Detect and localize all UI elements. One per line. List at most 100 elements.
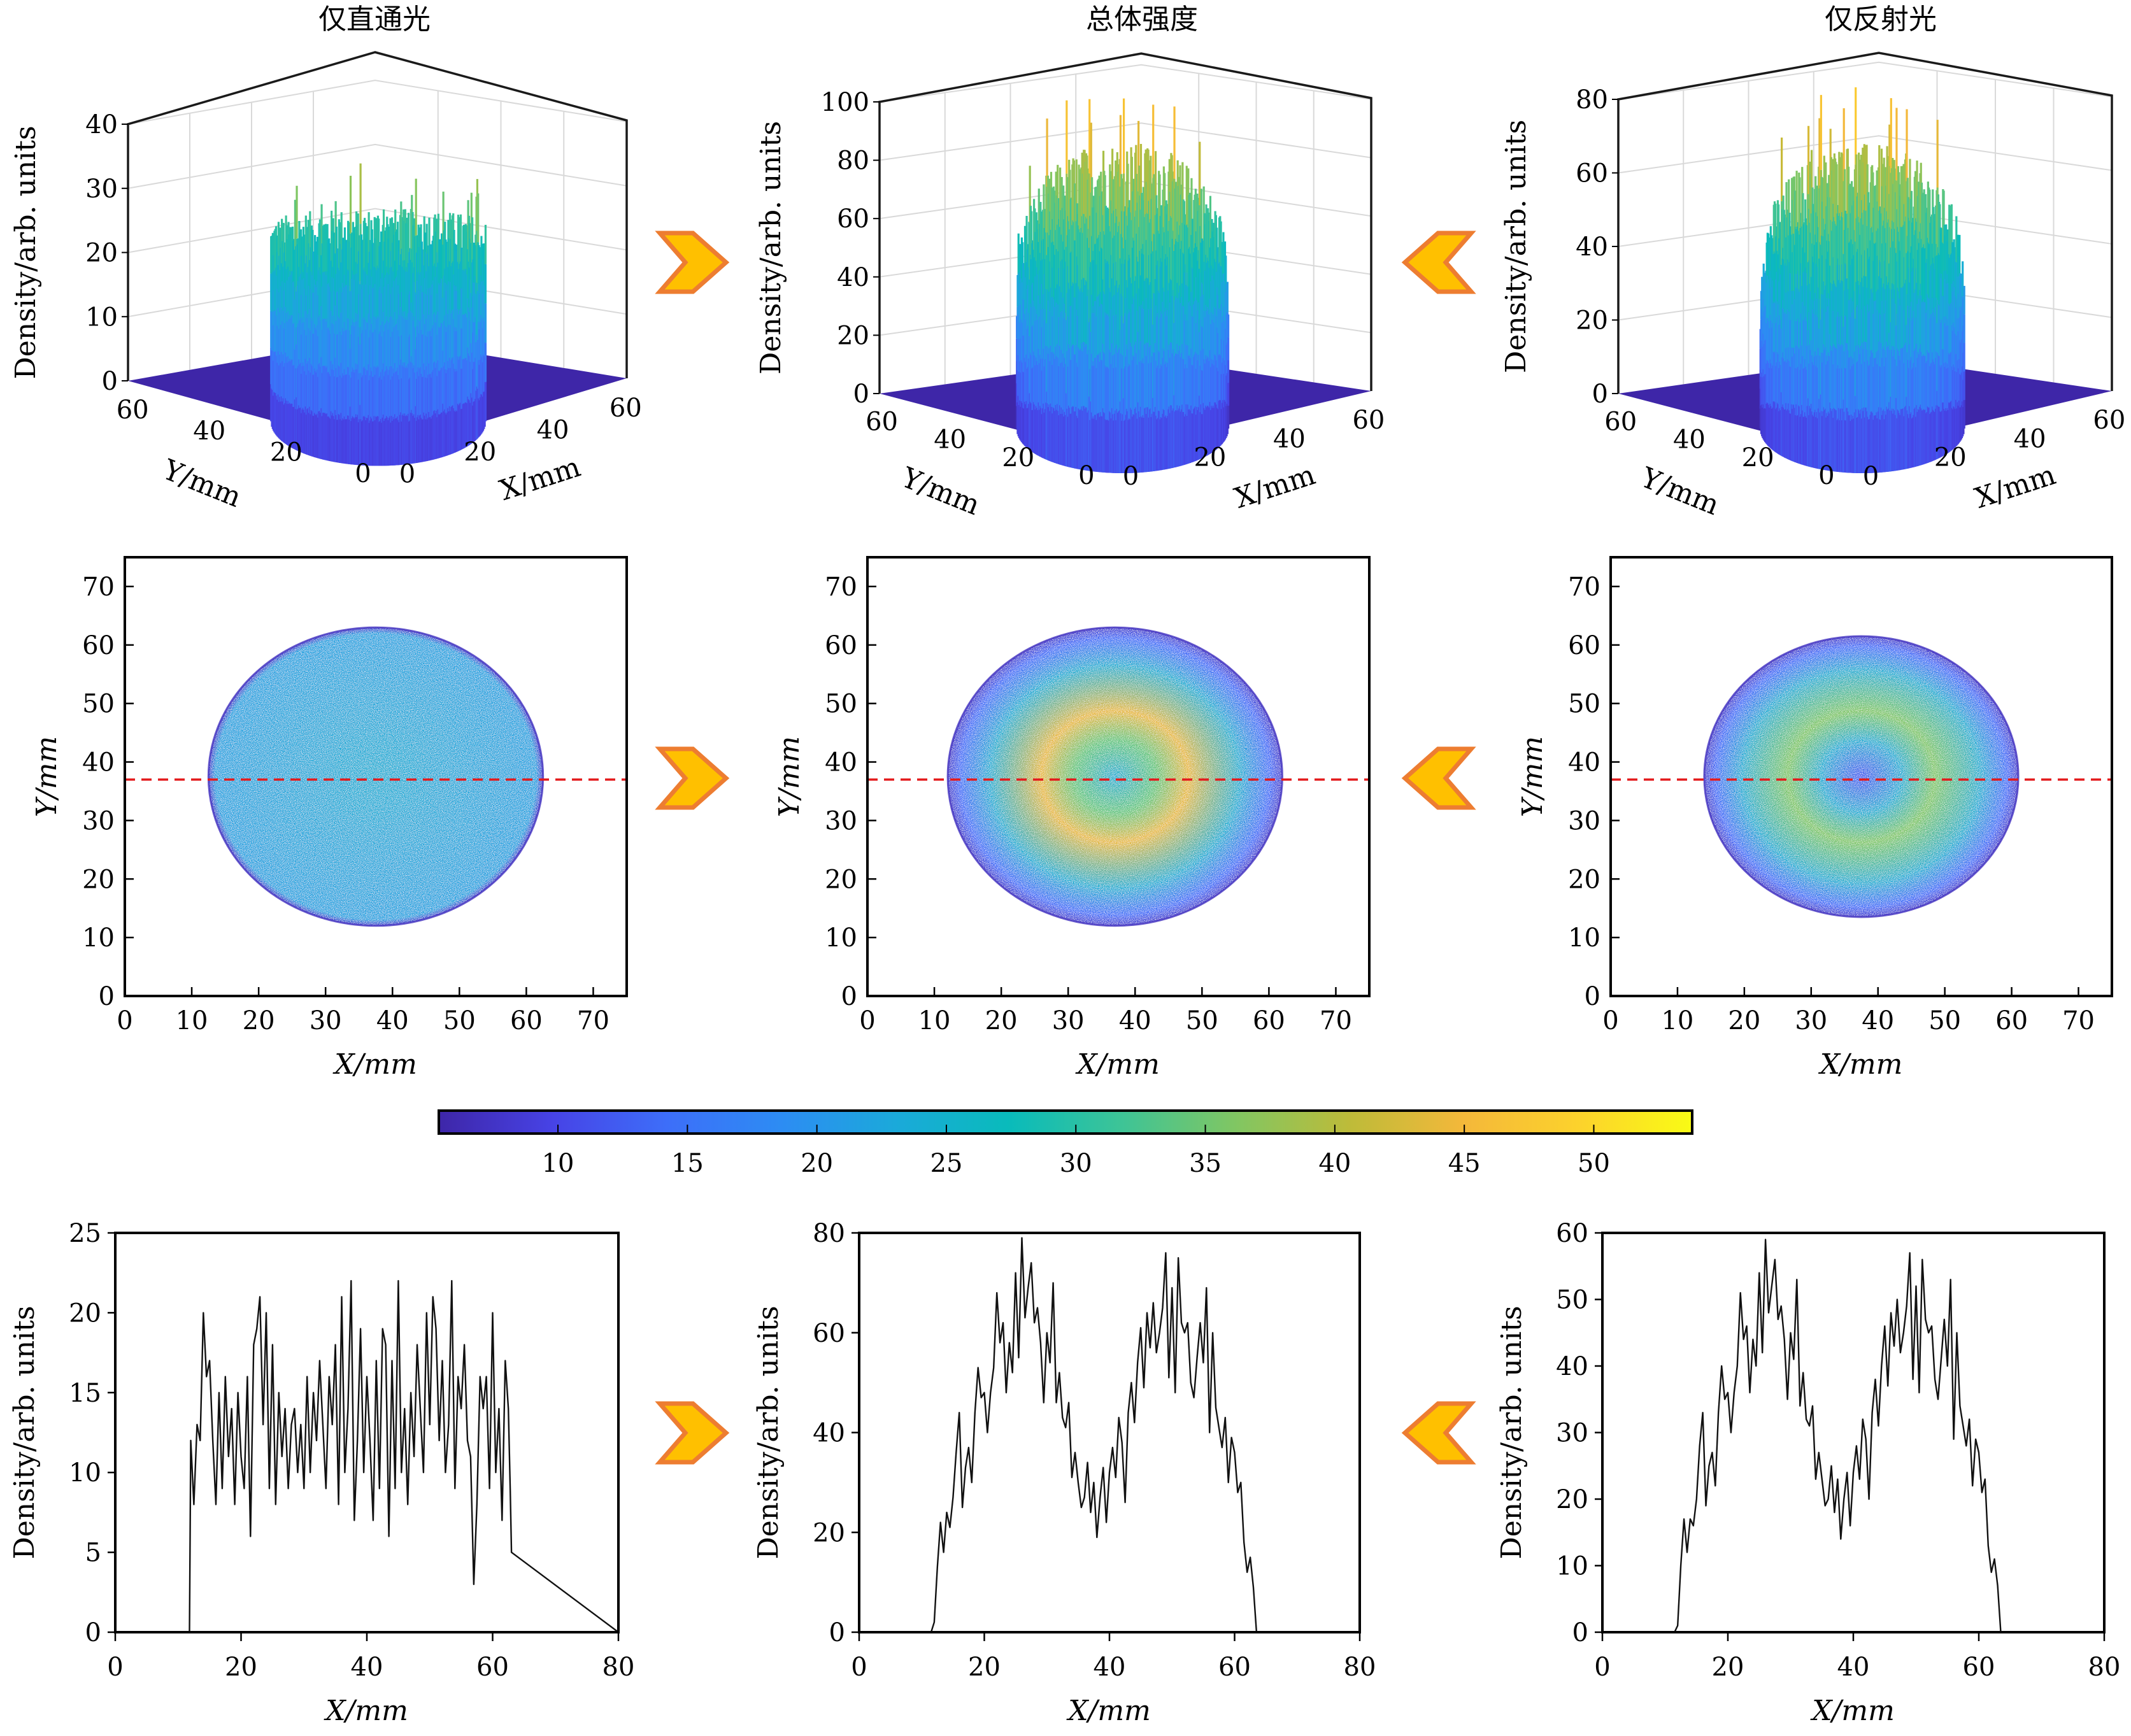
x-axis-label: X/mm (324, 1695, 408, 1727)
y-tick-label: 40 (934, 425, 966, 455)
x-tick-label: 60 (2093, 406, 2125, 435)
title-direct: 仅直通光 (318, 3, 431, 36)
y-tick-label: 40 (813, 1419, 845, 1448)
y-tick-label: 50 (1556, 1286, 1588, 1315)
colorbar-bar (438, 1109, 1693, 1135)
x-tick-label: 10 (176, 1006, 208, 1035)
colorbar-tick-label: 40 (1318, 1149, 1351, 1178)
x-tick-label: 50 (1186, 1006, 1218, 1035)
y-tick-label: 40 (1568, 748, 1600, 778)
y-axis-label: Density/arb. units (752, 1306, 785, 1559)
y-tick-label: 60 (82, 631, 115, 660)
colorbar-tick-label: 30 (1060, 1149, 1092, 1178)
x-tick-label: 60 (510, 1006, 543, 1035)
x-tick-label: 40 (376, 1006, 409, 1035)
box-edge (127, 51, 628, 381)
colorbar-tick-label: 15 (671, 1149, 704, 1178)
grid-line-z (127, 80, 627, 125)
x-axis-label: X/mm (332, 1048, 417, 1081)
y-tick-label: 40 (825, 748, 857, 778)
y-tick-label: 60 (1568, 631, 1600, 660)
x-tick-label: 60 (1995, 1006, 2028, 1035)
profile-line (859, 1237, 1360, 1633)
grid-line-z (1618, 135, 2113, 174)
x-tick-label: 60 (1253, 1006, 1285, 1035)
y-tick-label: 15 (69, 1379, 101, 1408)
z-tick-label: 40 (85, 110, 118, 139)
z-tick-label: 10 (85, 302, 118, 332)
x-tick-label: 70 (2062, 1006, 2095, 1035)
x-tick-label: 20 (1194, 443, 1226, 473)
y-tick-label: 40 (82, 748, 115, 778)
y-tick-label: 10 (825, 923, 857, 953)
chevron-left-icon (1401, 231, 1476, 294)
heatmap-direct: 0 10 20 30 40 50 60 70 0 10 20 30 40 50 60 70 X/mm Y/mm (31, 556, 628, 1081)
x-tick-label: 20 (1712, 1653, 1744, 1682)
surface-spikes (270, 163, 487, 466)
y-tick-label: 0 (841, 982, 857, 1011)
y-tick-label: 0 (1585, 982, 1600, 1011)
plot-frame (114, 1232, 620, 1633)
y-tick-label: 20 (1556, 1485, 1588, 1514)
y-tick-label: 0 (355, 459, 371, 488)
surface-spikes (1759, 87, 1965, 473)
plot-frame (1609, 556, 2113, 997)
grid-line-z (127, 143, 627, 189)
y-tick-label: 70 (825, 573, 857, 602)
colorbar-tick-label: 35 (1189, 1149, 1222, 1178)
x-tick-label: 0 (851, 1653, 867, 1682)
x-tick-label: 0 (399, 460, 415, 489)
z-tick-label: 100 (821, 88, 869, 117)
y-tick-label: 60 (1604, 408, 1637, 437)
x-tick-label: 60 (1963, 1653, 1995, 1682)
chevron-right-icon (655, 1401, 730, 1465)
x-tick-label: 50 (443, 1006, 476, 1035)
disk-edge (1703, 635, 2020, 918)
y-axis-label: Y/mm (31, 736, 63, 817)
arrows (655, 231, 1476, 1465)
plot-frame (1601, 1232, 2106, 1633)
x-tick-label: 60 (476, 1653, 509, 1682)
z-tick-label: 20 (85, 239, 118, 268)
x-tick-label: 40 (537, 416, 569, 445)
grid-line-z (1618, 61, 2113, 100)
colorbar-tick-label: 20 (801, 1149, 833, 1178)
z-tick-label: 0 (853, 380, 869, 409)
y-tick-label: 20 (825, 865, 857, 894)
y-tick-label: 30 (1568, 806, 1600, 836)
y-tick-label: 20 (813, 1518, 845, 1547)
x-tick-label: 30 (310, 1006, 342, 1035)
y-axis-label: Density/arb. units (1495, 1306, 1528, 1559)
x-axis-label: X/mm (1971, 459, 2060, 515)
y-tick-label: 0 (1078, 461, 1094, 490)
heatmap-reflected: 0 10 20 30 40 50 60 70 0 10 20 30 40 50 60 70 X/mm Y/mm (1516, 556, 2113, 1081)
x-tick-label: 40 (351, 1653, 383, 1682)
x-tick-label: 30 (1795, 1006, 1827, 1035)
y-tick-label: 10 (82, 923, 115, 953)
y-axis-label: Density/arb. units (8, 1306, 41, 1559)
profile-plot-total: 0 20 40 60 80 0 20 40 60 80 X/mm Density/arb. units (752, 1219, 1376, 1727)
heatmap-total: 0 10 20 30 40 50 60 70 0 10 20 30 40 50 60 70 X/mm Y/mm (773, 556, 1371, 1081)
z-tick-label: 40 (837, 263, 869, 292)
z-tick-label: 0 (1592, 380, 1608, 409)
z-tick-label: 20 (837, 321, 869, 350)
x-tick-label: 30 (1052, 1006, 1085, 1035)
x-axis-label: X/mm (1818, 1048, 1903, 1081)
y-axis-label: Y/mm (1516, 736, 1549, 817)
surface-spikes (1016, 98, 1230, 473)
z-axis-label: Density/arb. units (10, 125, 42, 379)
z-tick-label: 0 (102, 367, 118, 396)
density-disk (948, 627, 1283, 926)
y-tick-label: 50 (1568, 690, 1600, 719)
x-tick-label: 40 (1837, 1653, 1870, 1682)
x-tick-label: 0 (1863, 462, 1879, 491)
x-axis-label: X/mm (1810, 1695, 1895, 1727)
plot-frame (124, 556, 628, 997)
colorbar-tick-label: 25 (930, 1149, 963, 1178)
chevron-right-icon (655, 231, 730, 294)
y-tick-label: 70 (82, 573, 115, 602)
x-tick-label: 80 (1344, 1653, 1376, 1682)
x-tick-label: 0 (859, 1006, 875, 1035)
colorbar-tick-label: 10 (542, 1149, 574, 1178)
